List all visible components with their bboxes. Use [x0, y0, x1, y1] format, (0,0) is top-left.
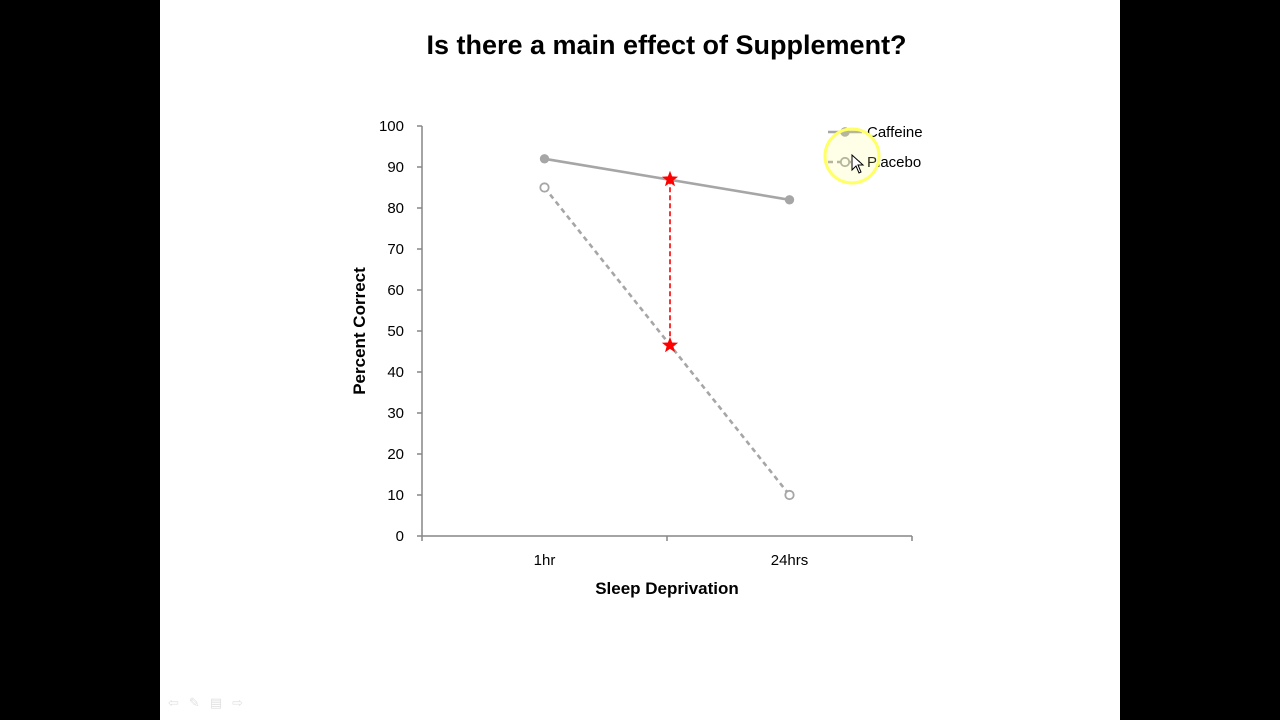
slide: Is there a main effect of Supplement? 0 1…: [160, 0, 1120, 720]
line-chart: 0 10 20 30 40 50 60 70 80 90 100 1hr 24hrs Sleep Depr…: [350, 118, 923, 598]
y-tick-label: 10: [387, 487, 404, 504]
prev-slide-icon[interactable]: ⇦: [168, 696, 179, 711]
menu-icon[interactable]: ▤: [209, 696, 223, 711]
y-tick-label: 20: [387, 446, 404, 463]
caffeine-data-point: [539, 154, 550, 164]
y-tick-label: 70: [387, 241, 404, 258]
y-tick-label: 90: [387, 159, 404, 176]
y-tick-label: 100: [379, 118, 404, 135]
x-tick-label: 24hrs: [771, 552, 809, 569]
slide-nav-controls: ⇦ ✎ ▤ ⇨: [168, 696, 243, 711]
slide-title: Is there a main effect of Supplement?: [426, 30, 907, 60]
y-tick-label: 0: [396, 528, 404, 545]
placebo-data-point: [784, 489, 795, 501]
placebo-data-point: [539, 182, 550, 193]
next-slide-icon[interactable]: ⇨: [232, 696, 244, 711]
y-tick-label: 60: [387, 282, 404, 299]
y-tick-label: 40: [387, 364, 404, 381]
placebo-series-line: [543, 186, 791, 496]
pen-icon[interactable]: ✎: [188, 696, 200, 711]
caffeine-data-point: [784, 195, 795, 205]
y-axis-title: Percent Correct: [350, 267, 369, 395]
x-axis-title: Sleep Deprivation: [595, 579, 739, 598]
placebo-midpoint-star: [661, 336, 679, 353]
legend-placebo-marker: [839, 156, 851, 168]
legend-placebo-label: Placebo: [867, 154, 921, 171]
y-tick-label: 50: [387, 323, 404, 340]
y-tick-label: 80: [387, 200, 404, 217]
mouse-cursor-icon: [851, 153, 865, 174]
legend-caffeine-label: Caffeine: [867, 124, 923, 141]
caffeine-midpoint-star: [661, 170, 679, 187]
x-tick-label: 1hr: [534, 552, 556, 569]
y-tick-label: 30: [387, 405, 404, 422]
